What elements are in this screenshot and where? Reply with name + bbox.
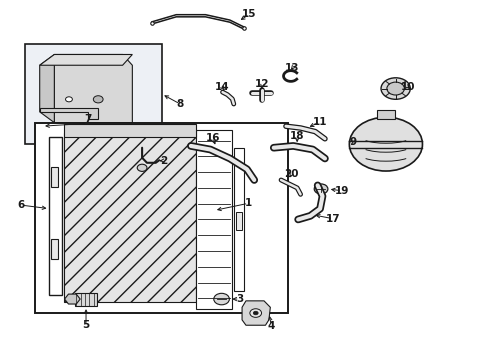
Text: 7: 7 — [84, 114, 92, 124]
Circle shape — [249, 309, 261, 318]
Bar — [25, 44, 161, 144]
Polygon shape — [54, 54, 132, 123]
Text: 8: 8 — [176, 99, 183, 109]
Bar — [35, 123, 288, 313]
Bar — [51, 239, 58, 259]
Bar — [376, 110, 394, 119]
Text: 9: 9 — [348, 137, 356, 147]
Bar — [49, 137, 61, 295]
Text: 12: 12 — [255, 79, 269, 89]
Text: 5: 5 — [82, 320, 89, 330]
Polygon shape — [40, 54, 132, 65]
Bar — [51, 167, 58, 187]
Polygon shape — [242, 301, 270, 325]
Circle shape — [386, 82, 404, 95]
Text: 19: 19 — [334, 186, 348, 196]
Bar — [235, 212, 241, 230]
Text: 10: 10 — [400, 82, 414, 92]
Circle shape — [213, 293, 229, 305]
Polygon shape — [40, 54, 54, 123]
Text: 16: 16 — [205, 133, 220, 143]
Circle shape — [348, 117, 422, 171]
Circle shape — [380, 78, 409, 99]
Circle shape — [314, 184, 327, 194]
Circle shape — [65, 97, 72, 102]
Bar — [64, 125, 195, 137]
Text: 6: 6 — [18, 200, 25, 210]
Text: 2: 2 — [160, 156, 167, 166]
Bar — [64, 134, 195, 302]
Text: 20: 20 — [284, 169, 298, 179]
Text: 17: 17 — [325, 214, 340, 224]
Text: 1: 1 — [244, 198, 251, 208]
Circle shape — [137, 164, 147, 171]
Text: 3: 3 — [236, 294, 243, 304]
Bar — [233, 148, 244, 291]
Text: 14: 14 — [215, 82, 229, 93]
Text: 4: 4 — [267, 321, 274, 330]
Polygon shape — [40, 108, 98, 119]
Bar — [75, 293, 97, 306]
Bar — [195, 130, 232, 309]
Text: 18: 18 — [289, 131, 304, 141]
Polygon shape — [64, 294, 80, 304]
Circle shape — [253, 311, 258, 315]
Text: 13: 13 — [285, 63, 299, 73]
Text: 15: 15 — [242, 9, 256, 19]
Circle shape — [93, 96, 103, 103]
Text: 11: 11 — [312, 117, 326, 127]
